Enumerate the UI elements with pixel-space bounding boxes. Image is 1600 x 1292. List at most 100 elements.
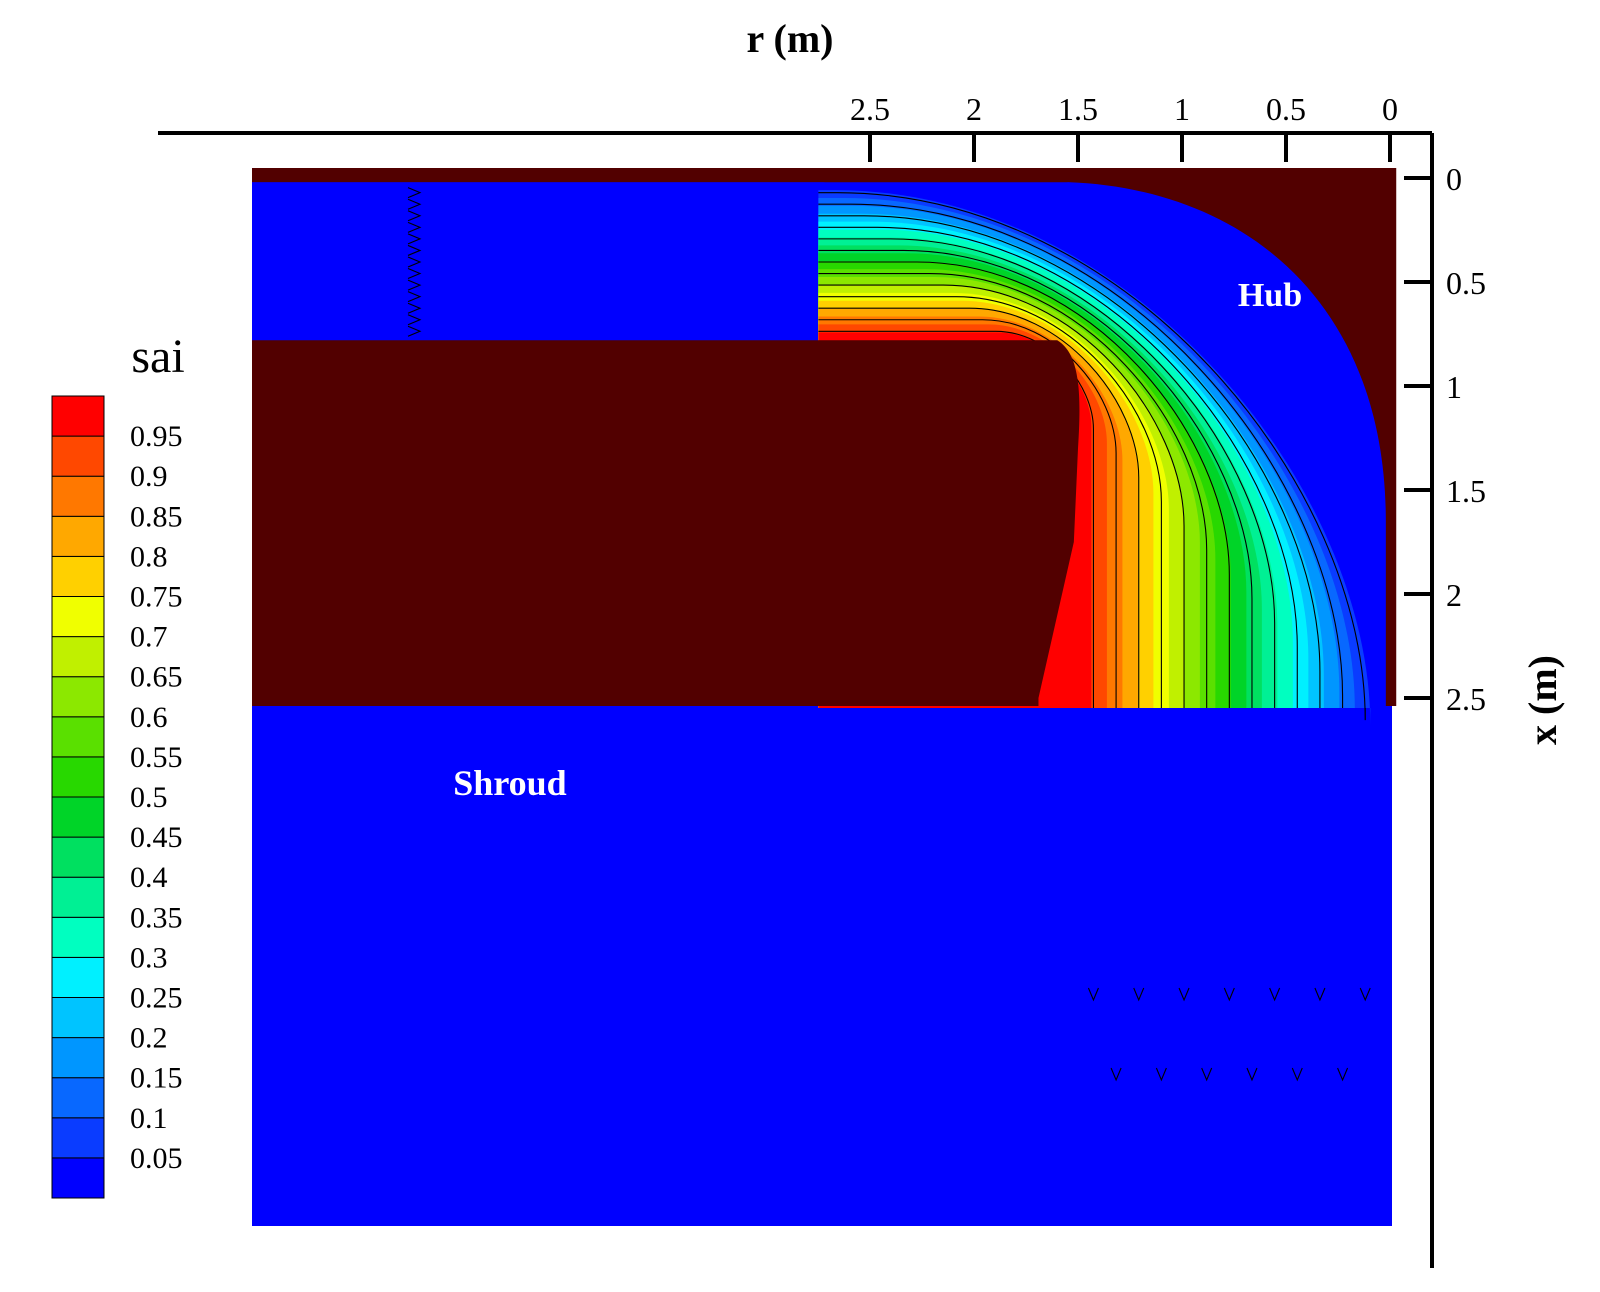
streamline-4 [818,238,1276,708]
stream-arrow-h-9 [407,291,422,303]
y-tick-label-1: 0.5 [1446,265,1486,301]
colorbar-label-15: 0.8 [130,540,168,573]
stream-arrow-h-7 [407,268,422,280]
streamline-0 [818,192,1366,721]
x-tick-label-1: 2 [966,91,982,127]
x-tick-label-3: 1 [1174,91,1190,127]
x-axis-title: r (m) [747,16,834,61]
stream-arrow-v-8 [1178,987,1190,1002]
stream-arrow-h-6 [407,256,422,268]
colorbar-label-8: 0.45 [130,821,183,854]
colorbar-swatch-0 [51,1157,105,1199]
x-tick-label-0: 2.5 [850,91,890,127]
streamline-5 [818,249,1253,708]
y-tick-label-2: 1 [1446,369,1462,405]
x-tick-label-4: 0.5 [1266,91,1306,127]
colorbar-label-1: 0.1 [130,1102,168,1135]
stream-arrow-v-10 [1133,987,1145,1002]
y-tick-label-0: 0 [1446,161,1462,197]
stream-arrow-h-4 [407,233,422,245]
colorbar-label-7: 0.4 [130,861,168,894]
stream-arrow-v-7 [1201,1067,1213,1082]
colorbar-label-3: 0.2 [130,1022,168,1055]
colorbar-label-2: 0.15 [130,1062,183,1095]
hub-region [824,168,1397,706]
colorbar-swatch-6 [51,916,105,958]
y-tick-label-3: 1.5 [1446,473,1486,509]
stream-arrow-v-12 [1087,987,1099,1002]
colorbar-swatch-1 [51,1117,105,1159]
colorbar-label-6: 0.35 [130,901,183,934]
stream-arrow-h-5 [407,244,422,256]
colorbar-swatch-10 [51,756,105,798]
x-tick-label-5: 0 [1382,91,1398,127]
stream-arrow-h-11 [407,314,422,326]
colorbar-swatch-5 [51,956,105,999]
colorbar-swatch-15 [51,555,105,598]
colorbar-label-0: 0.05 [130,1142,183,1175]
colorbar-swatch-19 [51,395,105,437]
stream-arrow-h-1 [407,198,422,210]
stream-arrow-v-5 [1246,1067,1258,1082]
shroud-label: Shroud [453,763,566,803]
stream-arrow-h-3 [407,221,422,233]
stream-arrow-v-0 [1359,987,1371,1002]
streamline-11 [818,319,1117,708]
stream-arrow-v-6 [1223,987,1235,1002]
colorbar-swatch-17 [51,475,105,517]
colorbar-label-18: 0.95 [130,420,183,453]
colorbar-title: sai [131,330,184,383]
colorbar-swatch-14 [51,596,105,638]
stream-arrow-v-9 [1155,1067,1167,1082]
colorbar-swatch-11 [51,716,105,758]
colorbar-label-14: 0.75 [130,581,183,614]
streamline-7 [818,272,1208,708]
stream-arrow-h-8 [407,279,422,291]
colorbar-swatch-18 [51,435,105,477]
stream-arrow-v-1 [1337,1067,1349,1082]
streamline-10 [818,307,1140,708]
labels: r (m) x (m) sai Hub Shroud [131,16,1565,803]
colorbar-label-5: 0.3 [130,941,168,974]
streamline-9 [818,296,1162,708]
colorbar-label-9: 0.5 [130,781,168,814]
colorbar-swatch-13 [51,636,105,678]
streamline-2 [818,215,1321,708]
stream-arrow-h-0 [407,187,422,199]
colorbar-label-4: 0.25 [130,982,183,1015]
colorbar-label-10: 0.55 [130,741,183,774]
streamlines [407,187,1371,1082]
colorbar-label-17: 0.9 [130,460,168,493]
stream-arrow-v-3 [1291,1067,1303,1082]
colorbar: 0.05 0.1 0.15 0.2 0.25 0.3 0.35 0.4 0.45 0.5 0.55 0… [51,395,183,1199]
colorbar-label-11: 0.6 [130,701,168,734]
colorbar-swatch-2 [51,1077,105,1119]
colorbar-swatch-3 [51,1037,105,1079]
stream-arrow-v-2 [1314,987,1326,1002]
colorbar-label-13: 0.7 [130,621,168,654]
colorbar-label-12: 0.65 [130,661,183,694]
solid-walls [252,168,1397,706]
colorbar-swatch-4 [51,997,105,1039]
stream-arrow-h-10 [407,302,422,314]
streamline-8 [818,284,1185,708]
streamline-6 [818,261,1230,708]
y-tick-label-5: 2.5 [1446,681,1486,717]
stream-arrow-h-12 [407,325,422,337]
colorbar-label-16: 0.85 [130,500,183,533]
stream-arrow-v-11 [1110,1067,1122,1082]
inlet-top-wall [252,168,1068,183]
y-axis-title: x (m) [1520,655,1565,745]
colorbar-swatch-12 [51,676,105,718]
hub-label: Hub [1238,277,1302,314]
stream-arrow-h-2 [407,210,422,222]
streamline-1 [818,203,1344,708]
streamline-3 [818,226,1298,708]
shroud-region [252,340,1080,706]
axes: 2.5 2 1.5 1 0.5 0 0 0.5 1 1.5 2 2.5 [158,91,1486,1268]
colorbar-swatch-8 [51,836,105,878]
colorbar-swatch-9 [51,796,105,838]
x-tick-label-2: 1.5 [1058,91,1098,127]
stream-arrow-v-4 [1269,987,1281,1002]
